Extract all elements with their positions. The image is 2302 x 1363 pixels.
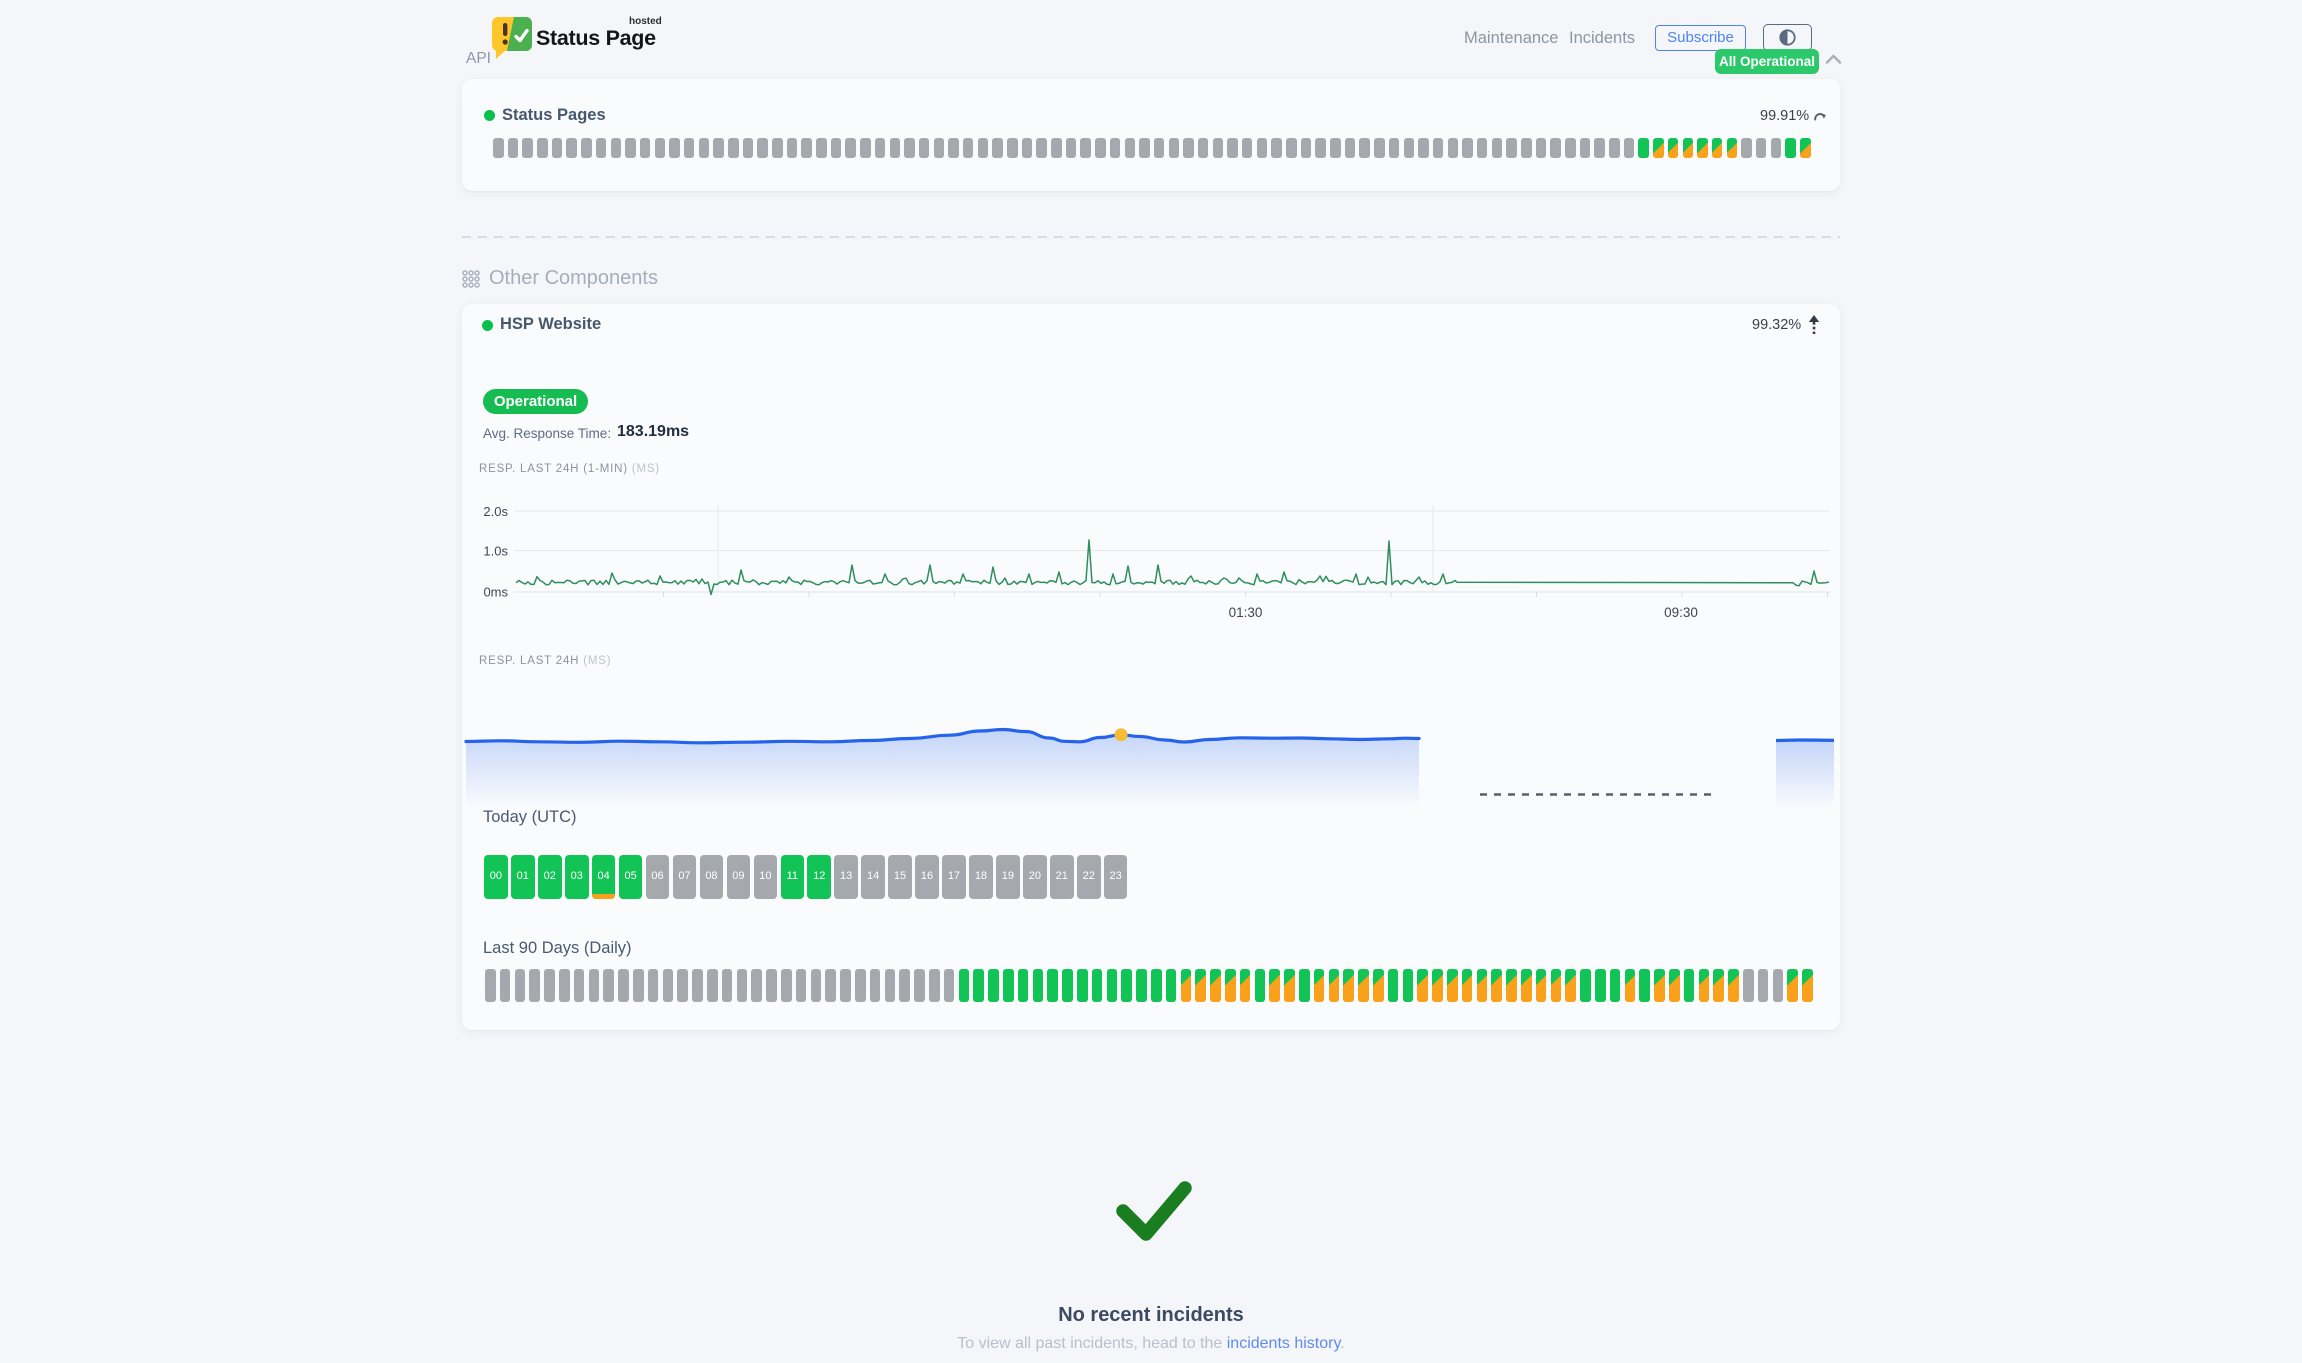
svg-text:01:30: 01:30 [1229,605,1263,620]
svg-text:0ms: 0ms [483,585,508,600]
svg-text:1.0s: 1.0s [483,544,508,559]
svg-text:09:30: 09:30 [1664,605,1698,620]
svg-text:2.0s: 2.0s [483,504,508,519]
